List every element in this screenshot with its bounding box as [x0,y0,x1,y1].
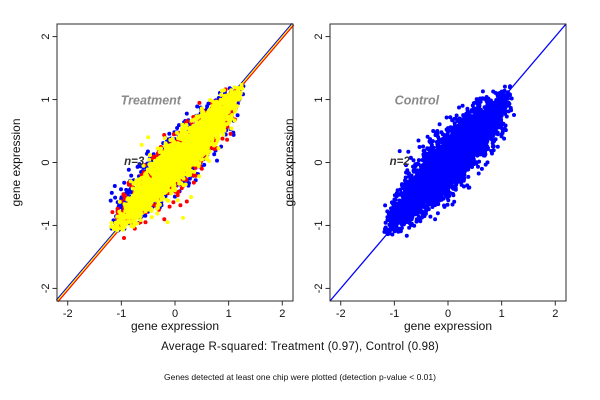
treatment-n-annotation: n=3 [124,156,145,168]
caption-r-squared: Average R-squared: Treatment (0.97), Con… [161,341,439,353]
control-x-tick-label: -2 [336,308,346,320]
control-x-tick-label: 1 [499,308,505,320]
treatment-y-tick-label: 1 [40,96,52,102]
treatment-points-chip-yellow [109,82,245,233]
control-y-tick-label: 2 [313,34,325,40]
treatment-y-tick-label: 0 [40,159,52,165]
panel-title-control: Control [395,94,440,108]
control-x-tick-label: 2 [552,308,558,320]
treatment-y-tick-label: -2 [40,284,52,294]
treatment-x-tick-label: 1 [226,308,232,320]
scatter-plots-svg: -2 -1 0 1 2 -2 -1 0 1 2 gene expression gene expres… [9,22,567,333]
control-x-tick-label: 0 [445,308,451,320]
treatment-y-tick-label: 2 [40,34,52,40]
treatment-x-tick-label: 0 [172,308,178,320]
control-x-axis-title: gene expression [404,319,492,333]
treatment-x-tick-label: -2 [63,308,73,320]
treatment-x-axis-title: gene expression [131,319,219,333]
treatment-y-tick-label: -1 [40,221,52,231]
control-y-tick-label: -1 [313,221,325,231]
control-n-annotation: n=2 [390,156,411,168]
control-y-tick-label: 0 [313,159,325,165]
control-y-tick-label: -2 [313,284,325,294]
treatment-y-axis-title: gene expression [9,118,23,206]
panel-title-treatment: Treatment [121,94,182,108]
control-y-axis-title: gene expression [282,118,296,206]
control-y-tick-label: 1 [313,96,325,102]
control-x-tick-label: -1 [389,308,399,320]
treatment-x-tick-label: -1 [116,308,126,320]
caption-note: Genes detected at least one chip were pl… [164,372,436,382]
treatment-x-tick-label: 2 [279,308,285,320]
control-points-chips-blue [382,84,516,238]
